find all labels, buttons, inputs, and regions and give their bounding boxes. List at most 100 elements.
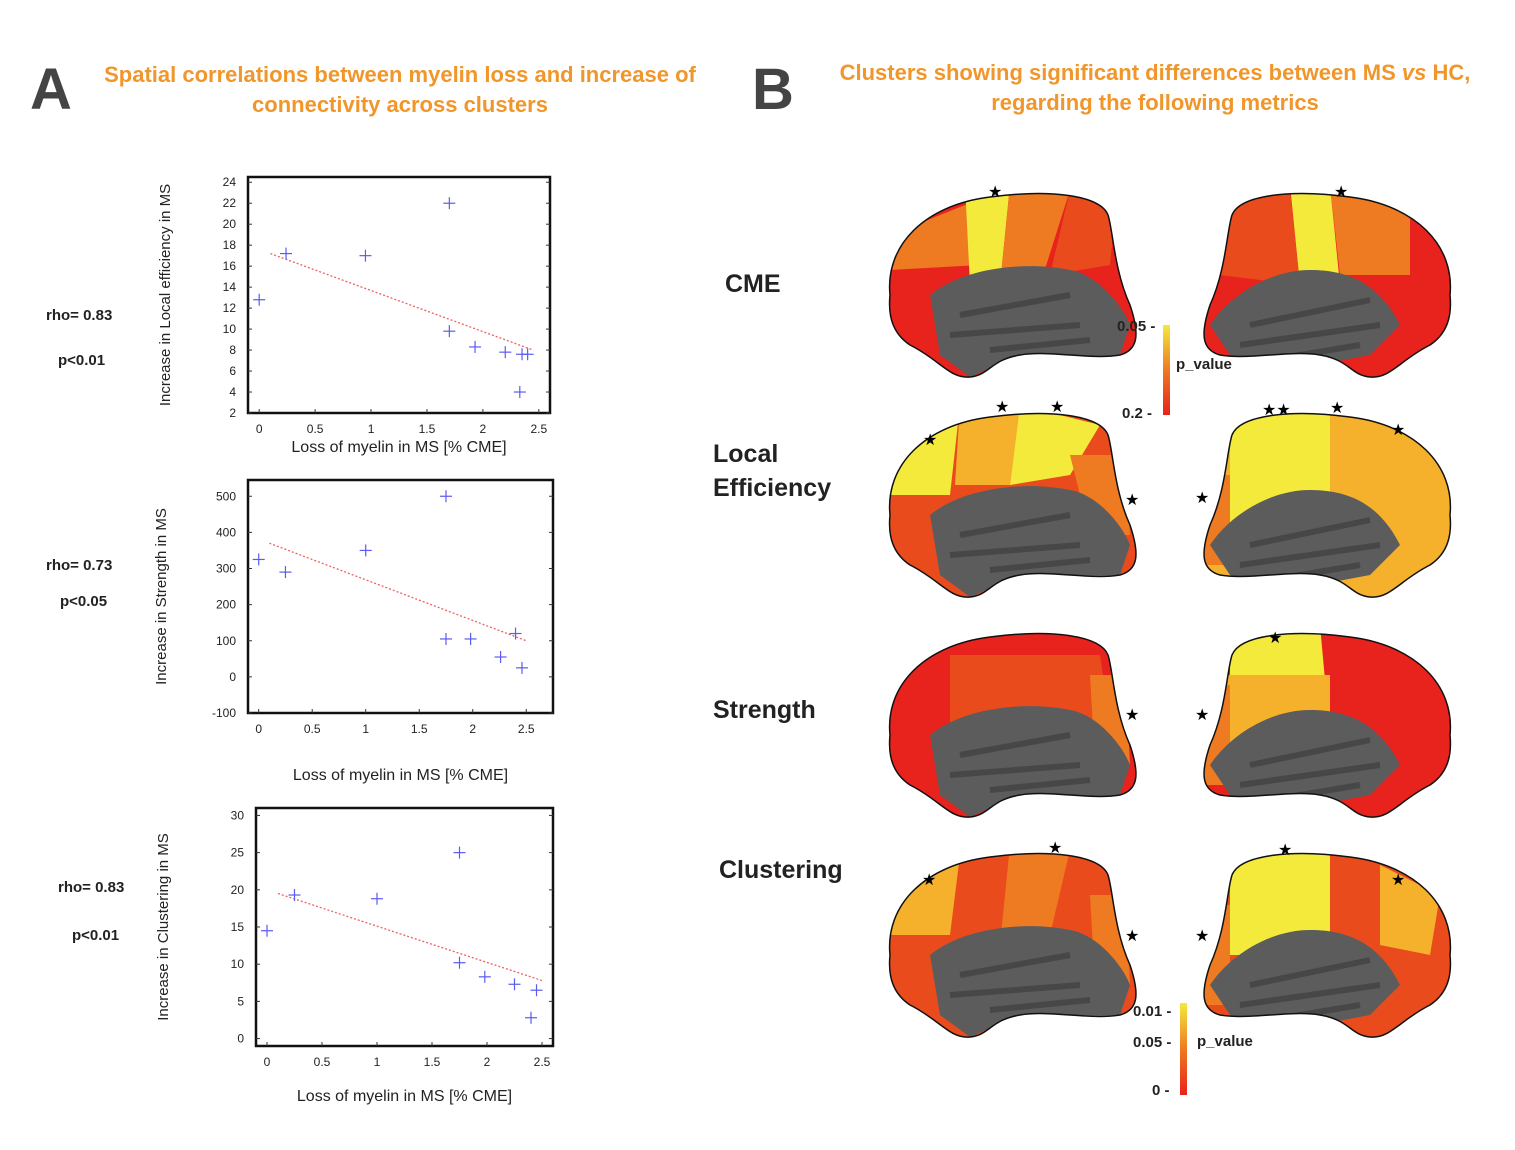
x-tick-label: 1 <box>374 1055 381 1069</box>
brain-row-strength: ★ ★ ★ <box>888 630 1452 818</box>
p-label-3: p<0.01 <box>72 927 120 944</box>
star-icon: ★ <box>1048 840 1062 857</box>
data-point <box>513 386 526 399</box>
metric-label-cme: CME <box>725 270 781 298</box>
data-point <box>253 293 266 306</box>
y-axis-label: Increase in Local efficiency in MS <box>157 184 174 406</box>
y-tick-label: 15 <box>231 920 245 934</box>
data-point <box>521 348 534 361</box>
star-icon: ★ <box>988 184 1002 201</box>
y-tick-label: 10 <box>223 322 237 336</box>
data-point <box>530 984 543 997</box>
data-point <box>509 627 522 640</box>
regression-line <box>270 252 534 351</box>
x-tick-label: 0 <box>255 722 262 736</box>
star-icon: ★★ <box>1262 402 1291 419</box>
star-icon: ★ <box>1195 490 1209 507</box>
x-tick-label: 0 <box>256 422 263 436</box>
plot-frame <box>246 478 555 715</box>
y-tick-label: 20 <box>231 883 245 897</box>
star-icon: ★ <box>1278 842 1292 859</box>
metric-label-clustering: Clustering <box>719 856 843 884</box>
star-icon: ★ <box>1391 422 1405 439</box>
data-point <box>261 924 273 937</box>
star-icon: ★ <box>1195 707 1209 724</box>
colorbar-top-label: p_value <box>1176 356 1232 373</box>
y-tick-label: 4 <box>229 385 236 399</box>
colorbar-top-tick-low: 0.2 - <box>1122 405 1153 422</box>
data-point <box>371 892 383 905</box>
star-icon: ★ <box>923 432 937 449</box>
data-point <box>478 970 491 983</box>
y-axis-label: Increase in Strength in MS <box>153 508 170 685</box>
y-tick-label: 5 <box>237 994 244 1008</box>
data-point <box>279 566 292 579</box>
y-tick-label: 24 <box>223 175 237 189</box>
data-point <box>443 197 456 210</box>
y-tick-label: 300 <box>216 562 236 576</box>
star-icon: ★ <box>995 399 1009 416</box>
y-axis-label: Increase in Clustering in MS <box>155 833 172 1021</box>
data-point <box>453 956 466 969</box>
y-tick-label: 400 <box>216 525 236 539</box>
panel-b-title: Clusters showing significant differences… <box>815 58 1495 118</box>
plot-frame <box>246 175 552 415</box>
panel-a-letter: A <box>30 57 72 122</box>
y-tick-label: 25 <box>231 846 245 860</box>
y-tick-label: 10 <box>231 957 245 971</box>
panel-b-title-line1: Clusters showing significant differences… <box>815 58 1495 88</box>
x-tick-label: 2.5 <box>530 422 547 436</box>
data-point <box>499 346 512 359</box>
data-point <box>288 889 301 902</box>
x-tick-label: 2 <box>469 722 476 736</box>
x-axis-label: Loss of myelin in MS [% CME] <box>297 1088 512 1105</box>
plot-frame <box>254 806 555 1048</box>
star-icon: ★ <box>1334 184 1348 201</box>
panel-a-title: Spatial correlations between myelin loss… <box>80 60 720 120</box>
y-tick-label: 14 <box>223 280 237 294</box>
y-tick-label: 100 <box>216 634 236 648</box>
star-icon: ★ <box>1330 400 1344 417</box>
data-point <box>443 325 456 338</box>
star-icon: ★ <box>1391 872 1405 889</box>
x-tick-label: 1.5 <box>419 422 436 436</box>
panel-a-title-line2: connectivity across clusters <box>252 92 548 117</box>
y-tick-label: -100 <box>212 706 236 720</box>
metric-label-local-efficiency: Local Efficiency <box>713 437 831 505</box>
x-tick-label: 0.5 <box>314 1055 331 1069</box>
title-part: Clusters showing significant differences… <box>839 60 1402 85</box>
title-vs: vs <box>1401 60 1427 85</box>
y-tick-label: 0 <box>229 670 236 684</box>
y-tick-label: 18 <box>223 238 237 252</box>
rho-label-1: rho= 0.83 <box>46 307 113 324</box>
metric-label-local: Local <box>713 440 779 468</box>
y-tick-label: 6 <box>229 364 236 378</box>
panel-b-title-line2: regarding the following metrics <box>991 90 1319 115</box>
star-icon: ★ <box>922 872 936 889</box>
data-point <box>453 846 466 859</box>
star-icon: ★ <box>1125 928 1139 945</box>
y-tick-label: 16 <box>223 259 237 273</box>
star-icon: ★ <box>1050 399 1064 416</box>
x-tick-label: 1.5 <box>411 722 428 736</box>
x-tick-label: 2.5 <box>534 1055 551 1069</box>
data-point <box>359 249 372 262</box>
y-tick-label: 22 <box>223 196 237 210</box>
data-point <box>359 544 372 557</box>
y-tick-label: 0 <box>237 1032 244 1046</box>
star-icon: ★ <box>1125 707 1139 724</box>
brain-surface-maps: ★ ★ ★ ★ ★ ★ <box>888 184 1452 1038</box>
x-tick-label: 2.5 <box>518 722 535 736</box>
data-point <box>525 1011 537 1024</box>
x-axis-label: Loss of myelin in MS [% CME] <box>291 439 506 456</box>
x-tick-label: 1.5 <box>424 1055 441 1069</box>
x-tick-label: 1 <box>368 422 375 436</box>
panel-b-letter: B <box>752 57 794 122</box>
scatter-chart-clustering: 0 0.5 1 1.5 2 2.5 0 5 10 15 20 25 30 Loss of myelin i… <box>155 806 555 1105</box>
y-tick-label: 20 <box>223 217 237 231</box>
title-part: HC, <box>1426 60 1471 85</box>
x-tick-label: 1 <box>362 722 369 736</box>
x-tick-label: 2 <box>480 422 487 436</box>
brain-row-clustering: ★ ★ ★ ★ ★ ★ <box>888 840 1452 1038</box>
